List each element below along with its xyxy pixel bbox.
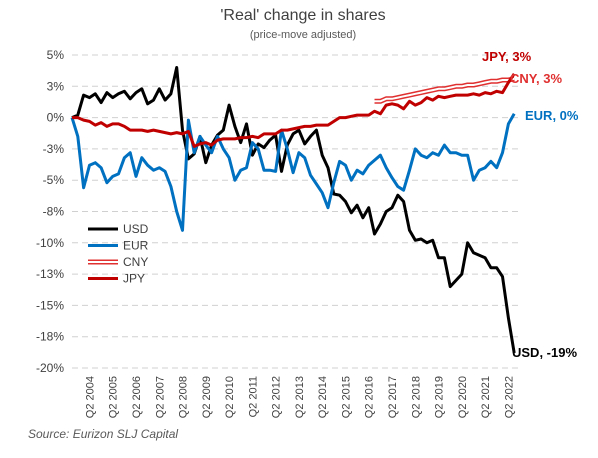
annotation-cny: CNY, 3% [510,71,562,86]
legend-label-eur: EUR [123,239,149,253]
y-tick-label: 5% [47,48,65,62]
x-tick-label: Q2 2008 [178,376,190,418]
end-annotations: JPY, 3% CNY, 3% EUR, 0% USD, -19% [482,49,579,360]
y-tick-label: 3% [47,79,65,93]
legend-label-usd: USD [123,222,149,236]
x-tick-label: Q2 2007 [154,376,166,418]
x-tick-label: Q2 2011 [247,376,259,417]
y-tick-label: 0% [47,111,65,125]
y-tick-label: -5% [43,173,65,187]
series-line-usd [71,66,516,354]
x-tick-label: Q2 2018 [410,376,422,418]
legend: USD EUR CNY JPY [88,222,149,286]
series-line-jpy [72,72,516,148]
gridlines [72,54,520,369]
x-tick-label: Q2 2022 [503,376,515,418]
y-tick-label: -8% [43,205,65,219]
annotation-usd: USD, -19% [512,345,577,360]
annotation-eur: EUR, 0% [525,108,579,123]
annotation-jpy: JPY, 3% [482,49,532,64]
x-tick-label: Q2 2009 [201,376,213,418]
x-tick-label: Q2 2021 [480,376,492,418]
series-lines [70,66,516,354]
x-tick-label: Q2 2016 [364,376,376,418]
x-tick-label: Q2 2004 [84,376,96,418]
series-line-eur [70,113,516,232]
x-tick-label: Q2 2006 [131,376,143,418]
y-tick-label: -20% [36,361,64,375]
series-line-cny-inner [374,77,515,103]
x-tick-label: Q2 2015 [340,376,352,418]
y-tick-label: -18% [36,330,64,344]
legend-label-cny: CNY [123,255,148,269]
x-axis-ticks: Q2 2004 Q2 2005 Q2 2006 Q2 2007 Q2 2008 Q2 20… [84,376,515,418]
y-tick-label: -15% [36,298,64,312]
x-tick-label: Q2 2020 [457,376,469,418]
x-tick-label: Q2 2010 [224,376,236,418]
x-tick-label: Q2 2005 [108,376,120,418]
chart-title: 'Real' change in shares [220,7,385,24]
x-tick-label: Q2 2014 [317,376,329,418]
chart-subtitle: (price-move adjusted) [250,29,356,41]
y-tick-label: -13% [36,267,64,281]
x-tick-label: Q2 2013 [294,376,306,418]
x-tick-label: Q2 2017 [387,376,399,418]
y-tick-label: -3% [43,142,65,156]
x-tick-label: Q2 2019 [434,376,446,418]
source-note: Source: Eurizon SLJ Capital [28,427,178,441]
legend-label-jpy: JPY [123,272,145,286]
y-tick-label: -10% [36,236,64,250]
x-tick-label: Q2 2012 [271,376,283,418]
y-axis-ticks: 5% 3% 0% -3% -5% -8% -10% -13% -15% -18% -20% [36,48,64,375]
